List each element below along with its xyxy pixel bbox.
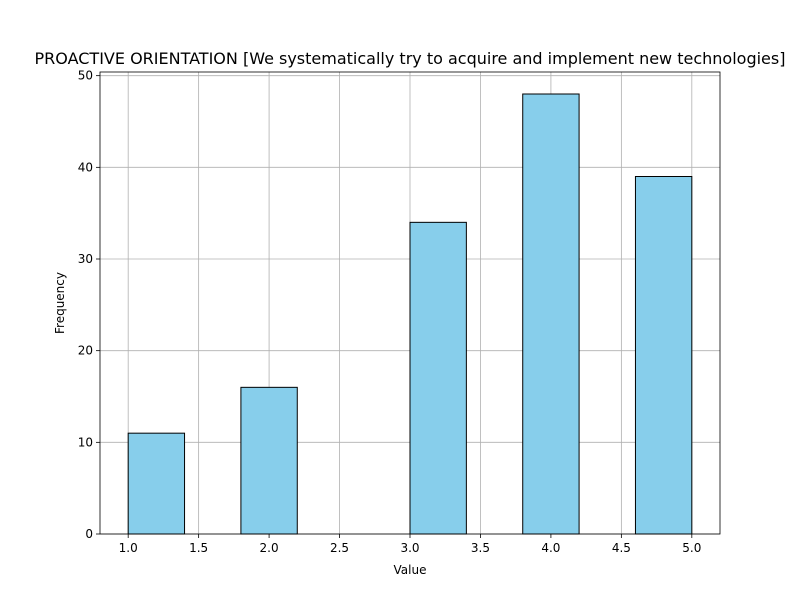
x-tick-label: 2.0 [260, 541, 279, 555]
y-tick-label: 20 [78, 344, 93, 358]
x-tick-label: 5.0 [682, 541, 701, 555]
x-tick-label: 4.0 [541, 541, 560, 555]
y-axis-label: Frequency [53, 272, 67, 334]
x-tick-label: 1.0 [119, 541, 138, 555]
histogram-bar [127, 432, 186, 535]
x-tick-label: 1.5 [189, 541, 208, 555]
ticks-layer: 1.0 1.5 2.0 2.5 3.0 3.5 4.0 4.5 5.0 0 10 20 30 40 50 [78, 69, 702, 555]
histogram-bar [409, 221, 467, 535]
x-tick-label: 4.5 [612, 541, 631, 555]
y-tick-label: 40 [78, 160, 93, 174]
x-tick-label: 3.5 [471, 541, 490, 555]
y-tick-label: 0 [85, 527, 93, 541]
x-tick-label: 2.5 [330, 541, 349, 555]
chart-title: PROACTIVE ORIENTATION [We systematically… [35, 49, 786, 68]
histogram-bar [634, 176, 693, 535]
x-axis-label: Value [394, 563, 427, 577]
x-tick-label: 3.0 [400, 541, 419, 555]
bars-layer [127, 93, 693, 535]
y-tick-label: 10 [78, 435, 93, 449]
histogram-bar [240, 386, 298, 535]
y-tick-label: 50 [78, 69, 93, 83]
histogram-bar [522, 93, 580, 535]
y-tick-label: 30 [78, 252, 93, 266]
